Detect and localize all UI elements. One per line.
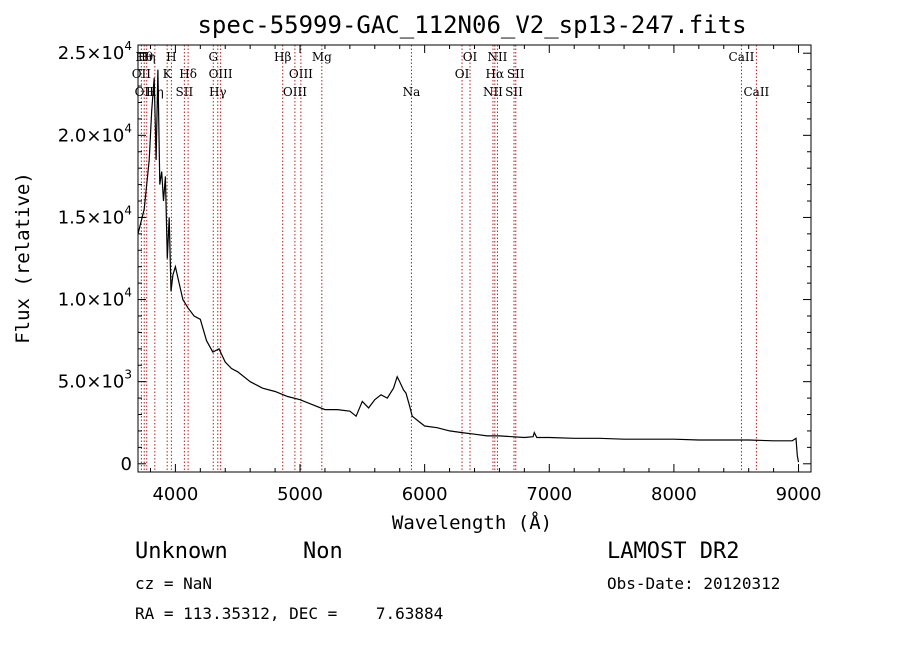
y-axis-label: Flux (relative) [12,172,34,344]
emission-line-label: NII [487,50,507,64]
emission-line-label: Hβ [274,50,291,64]
observation-date: Obs-Date: 20120312 [607,574,781,593]
emission-line-label: NII [483,85,503,99]
y-tick-exponent: 3 [124,368,132,382]
y-tick-exponent: 4 [124,121,132,135]
emission-line-label: Hδ [179,67,197,81]
y-tick-mantissa: 2.0×10 [58,125,125,146]
y-tick-label: 0 [121,454,132,475]
object-class: Unknown [135,539,228,564]
emission-line-label: SII [507,67,525,81]
y-tick-mantissa: 5.0×10 [58,372,125,393]
emission-line-label: OIII [209,67,233,81]
emission-line-label: CaII [743,85,769,99]
emission-line-label: Hα [486,67,505,81]
chart-title: spec-55999-GAC_112N06_V2_sp13-247.fits [197,11,746,39]
y-tick-label: 1.5×104 [58,203,132,228]
x-tick-label: 8000 [651,484,697,505]
y-tick-label: 2.5×104 [58,39,132,64]
emission-line-labels: OIIHθOIIHηHηKHSIIHδGHγOIIIHβOIIIOIIIMgNa… [132,50,770,99]
emission-line-label: SII [505,85,523,99]
emission-line-label: SII [176,85,194,99]
y-tick-mantissa: 2.5×10 [58,43,125,64]
emission-line-label: Hη [138,50,156,64]
x-tick-label: 4000 [152,484,198,505]
x-axis-label: Wavelength (Å) [392,511,552,534]
y-tick-label: 1.0×104 [58,286,132,311]
emission-line-label: H [166,50,176,64]
y-tick-mantissa: 0 [121,454,132,475]
emission-line-label: Na [403,85,421,99]
object-subclass: Non [303,539,343,564]
y-tick-label: 2.0×104 [58,121,132,146]
y-tick-exponent: 4 [124,203,132,217]
x-tick-label: 9000 [776,484,822,505]
emission-line-label: G [208,50,218,64]
emission-line-label: K [163,67,173,81]
survey-name: LAMOST DR2 [607,539,740,564]
y-tick-mantissa: 1.0×10 [58,290,125,311]
y-tick-label: 5.0×103 [58,368,132,393]
spectrum-series-line [137,69,800,463]
emission-line-markers [140,45,757,472]
redshift-value: cz = NaN [135,574,213,593]
emission-line-label: OIII [289,67,313,81]
emission-line-label: OIII [283,85,307,99]
plot-frame [137,44,812,473]
emission-line-label: OI [455,67,470,81]
emission-line-label: Hγ [209,85,227,99]
emission-line-label: OII [135,85,155,99]
x-axis-ticks: 4000 5000 6000 7000 8000 9000 [149,45,822,505]
x-tick-label: 5000 [277,484,323,505]
emission-line-label: CaII [729,50,755,64]
x-tick-label: 7000 [526,484,572,505]
coordinates: RA = 113.35312, DEC = 7.63884 [135,604,444,623]
emission-line-label: OI [463,50,478,64]
y-tick-mantissa: 1.5×10 [58,207,125,228]
emission-line-label: Mg [312,50,332,64]
x-tick-label: 6000 [402,484,448,505]
y-tick-exponent: 4 [124,286,132,300]
y-tick-exponent: 4 [124,39,132,53]
emission-line-label: OII [132,67,152,81]
